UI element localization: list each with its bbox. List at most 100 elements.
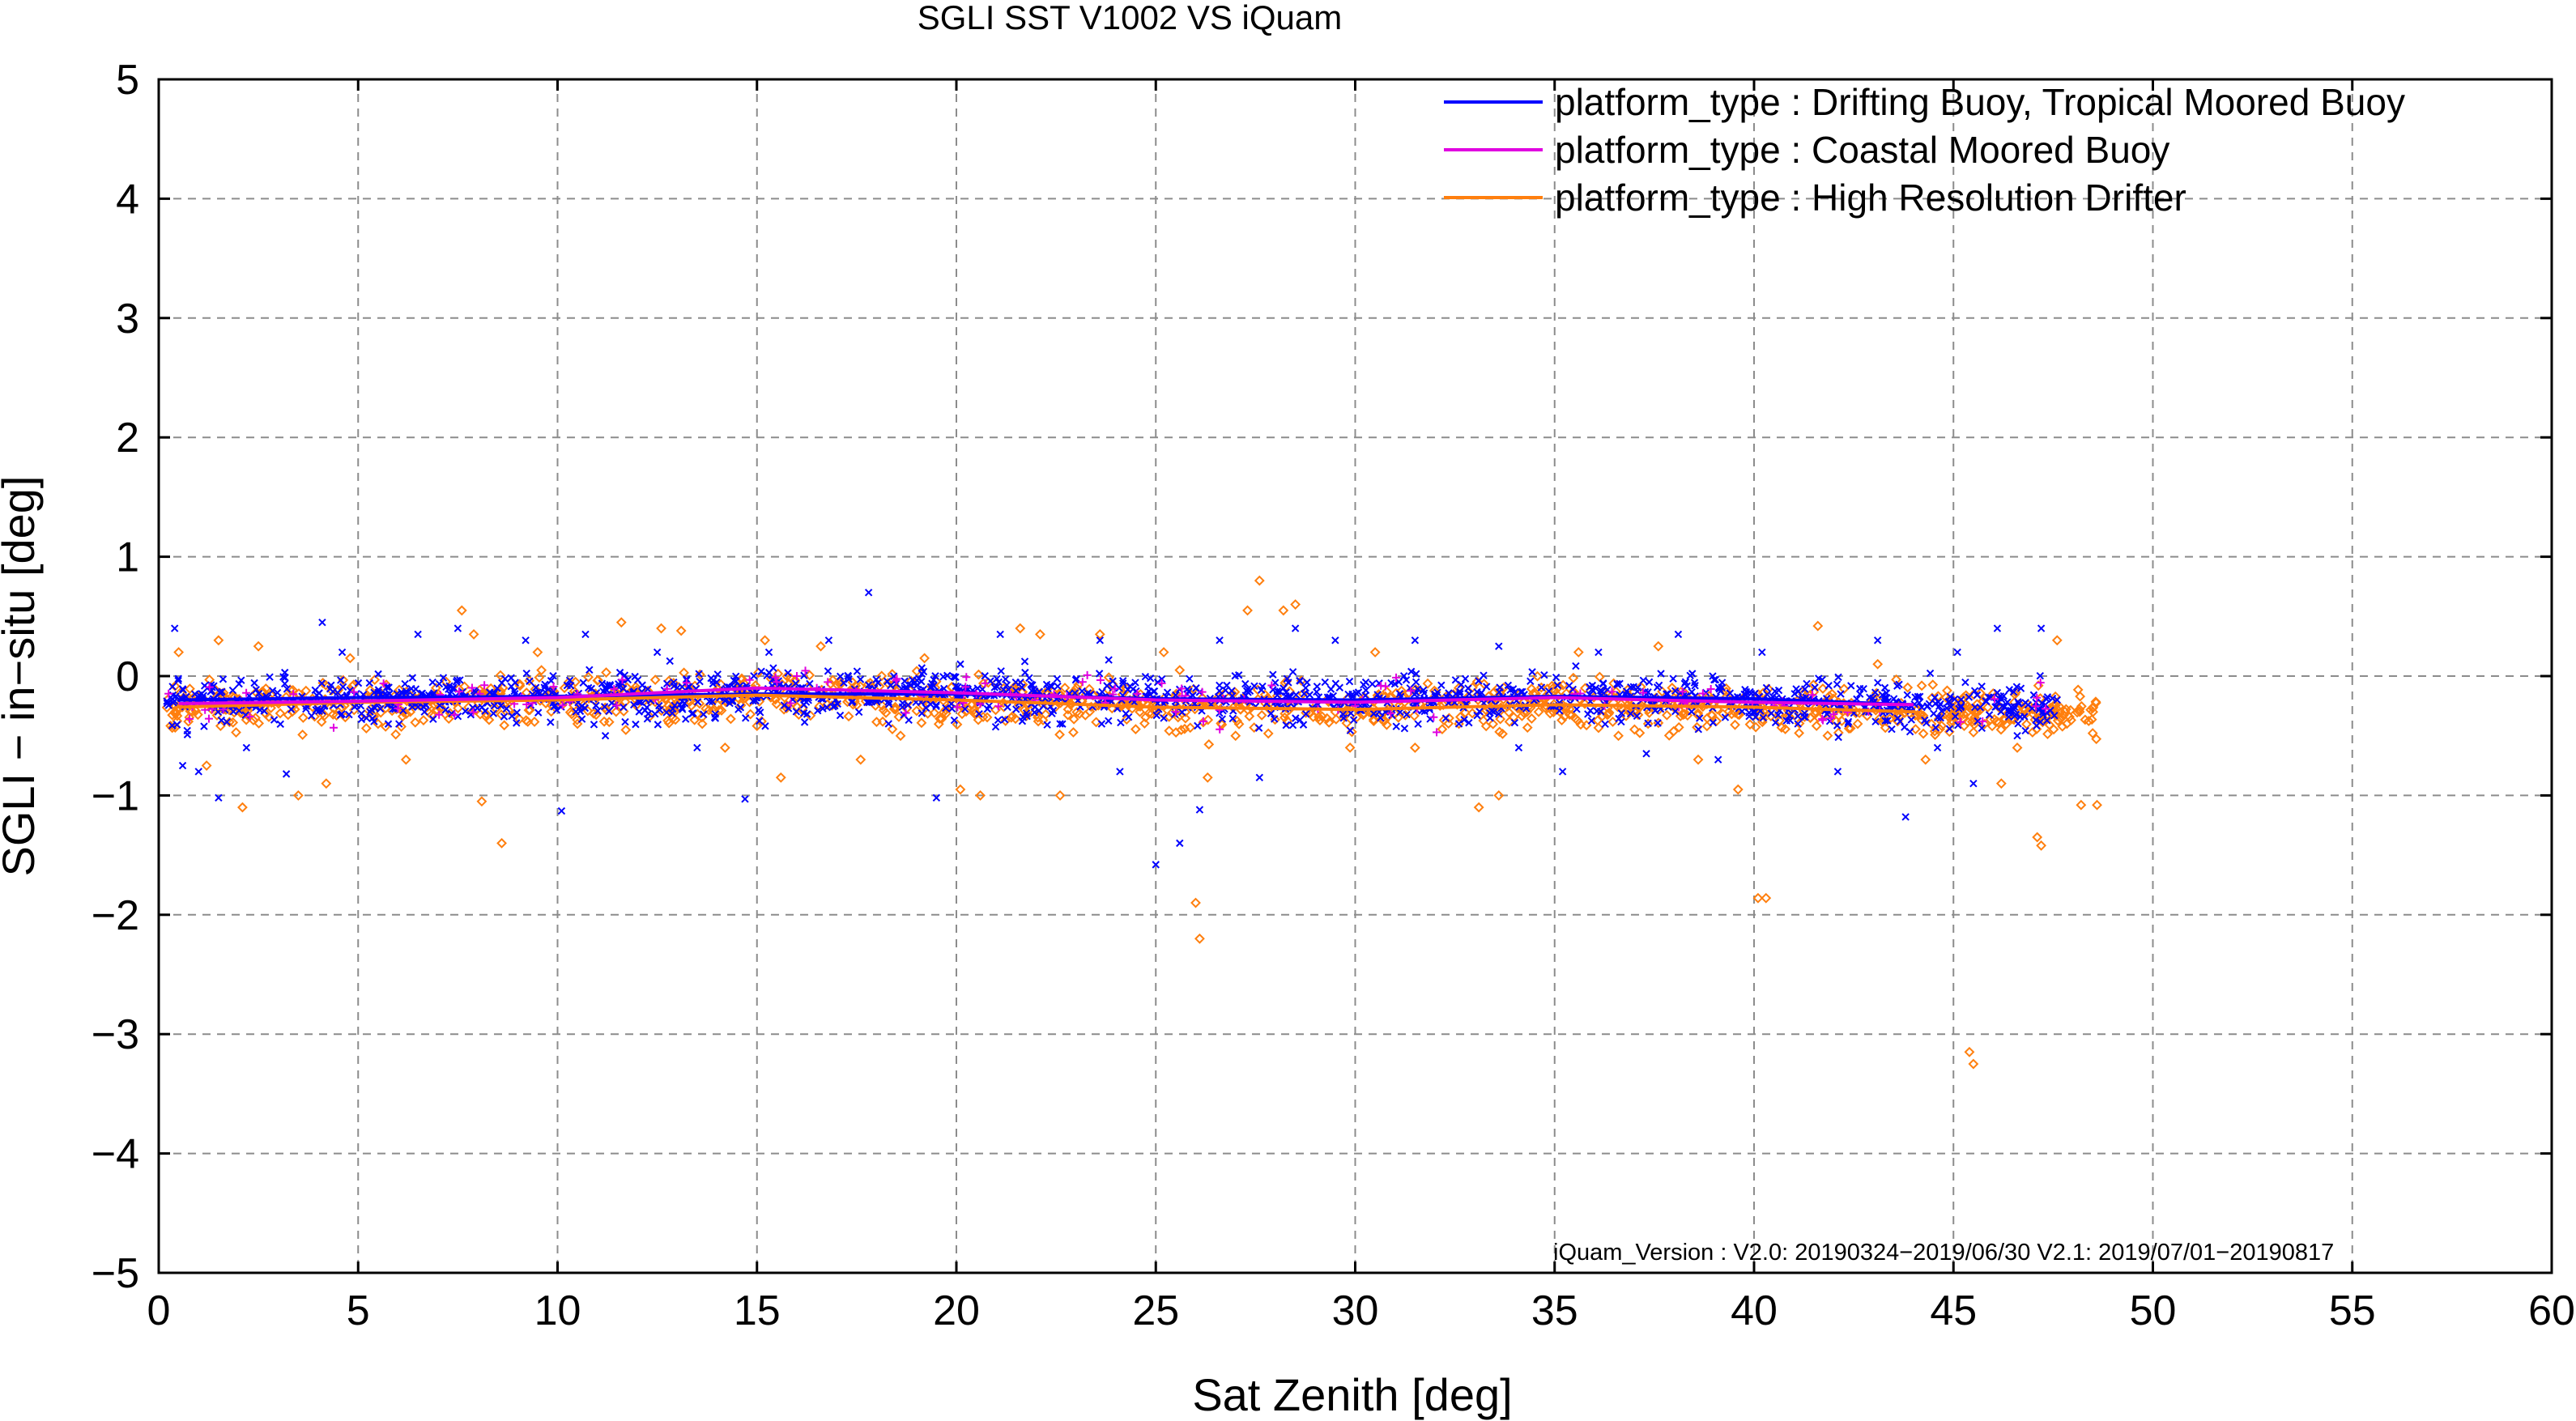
data-point (502, 704, 511, 713)
data-point (786, 699, 795, 708)
data-point (1653, 683, 1662, 691)
data-point (736, 704, 745, 712)
data-point (228, 686, 237, 695)
data-point (863, 698, 871, 707)
data-point (1726, 689, 1735, 697)
data-point (736, 673, 747, 684)
data-point (1902, 682, 1914, 693)
data-point (993, 674, 1001, 683)
data-point (1494, 710, 1503, 718)
data-point (840, 679, 848, 687)
y-tick-label: 4 (116, 176, 139, 223)
data-point (529, 717, 540, 727)
y-tick-label: −3 (92, 1011, 139, 1058)
data-point (801, 666, 810, 675)
data-point (1097, 720, 1106, 728)
data-point (680, 699, 689, 708)
data-point (1627, 683, 1635, 691)
data-point (599, 702, 611, 713)
data-point (1964, 1046, 1975, 1057)
data-point (1242, 687, 1251, 695)
data-point (885, 700, 893, 708)
data-point (1011, 687, 1020, 695)
data-point (1429, 713, 1438, 721)
data-point (379, 679, 388, 688)
data-point (662, 679, 671, 688)
data-point (904, 701, 913, 709)
data-point (1757, 714, 1769, 725)
data-point (1829, 710, 1838, 719)
data-point (210, 682, 218, 690)
data-point (1888, 725, 1896, 734)
data-point (1094, 628, 1105, 640)
data-point (493, 684, 501, 692)
data-point (1800, 713, 1808, 721)
data-point (693, 743, 701, 752)
data-point (1023, 712, 1031, 721)
data-point (620, 703, 628, 712)
data-point (1335, 683, 1343, 691)
data-point (905, 716, 913, 725)
data-point (2010, 703, 2019, 711)
data-point (174, 676, 182, 685)
scatter-points (161, 575, 2102, 1070)
data-point (1269, 686, 1277, 694)
data-point (1146, 674, 1155, 683)
y-tick-label: 0 (116, 653, 139, 700)
data-point (1160, 714, 1168, 722)
data-point (598, 679, 607, 687)
data-point (1573, 647, 1584, 657)
data-point (374, 670, 382, 679)
data-point (1218, 715, 1226, 723)
data-point (390, 729, 402, 740)
data-point (836, 672, 845, 681)
data-point (489, 709, 498, 717)
data-point (829, 703, 837, 711)
data-point (1497, 728, 1508, 739)
data-point (1803, 679, 1811, 688)
data-point (2014, 720, 2022, 728)
data-point (853, 667, 862, 675)
data-point (215, 688, 224, 696)
data-point (1536, 698, 1548, 709)
data-point (541, 680, 549, 689)
data-point (1786, 717, 1795, 725)
data-point (719, 742, 730, 753)
data-point (1362, 686, 1370, 695)
data-point (1322, 713, 1333, 724)
data-point (1377, 713, 1385, 722)
data-point (318, 707, 326, 715)
data-point (1473, 802, 1484, 813)
data-point (513, 719, 521, 727)
data-point (1194, 933, 1205, 944)
data-point (2031, 702, 2040, 711)
data-point (534, 708, 543, 717)
data-point (1556, 715, 1567, 725)
data-point (643, 715, 652, 723)
data-point (1006, 712, 1017, 723)
data-point (649, 674, 661, 686)
data-point (1884, 717, 1892, 725)
data-point (1467, 708, 1478, 719)
data-point (2048, 700, 2059, 712)
data-point (1824, 682, 1833, 690)
data-point (1244, 711, 1255, 722)
data-point (1595, 648, 1603, 657)
data-point (1053, 674, 1062, 683)
data-point (653, 648, 662, 657)
data-point (1644, 719, 1652, 728)
data-point (1422, 678, 1433, 689)
data-point (1256, 709, 1267, 721)
data-point (1544, 687, 1553, 696)
data-point (1688, 687, 1696, 696)
data-point (1586, 683, 1594, 691)
data-point (511, 679, 519, 687)
data-point (1613, 730, 1624, 742)
data-point (775, 772, 786, 783)
data-point (1216, 717, 1227, 729)
data-point (245, 713, 254, 721)
data-point (1943, 704, 1951, 713)
x-tick-label: 20 (933, 1287, 980, 1334)
data-point (1817, 683, 1829, 694)
data-point (590, 709, 602, 721)
